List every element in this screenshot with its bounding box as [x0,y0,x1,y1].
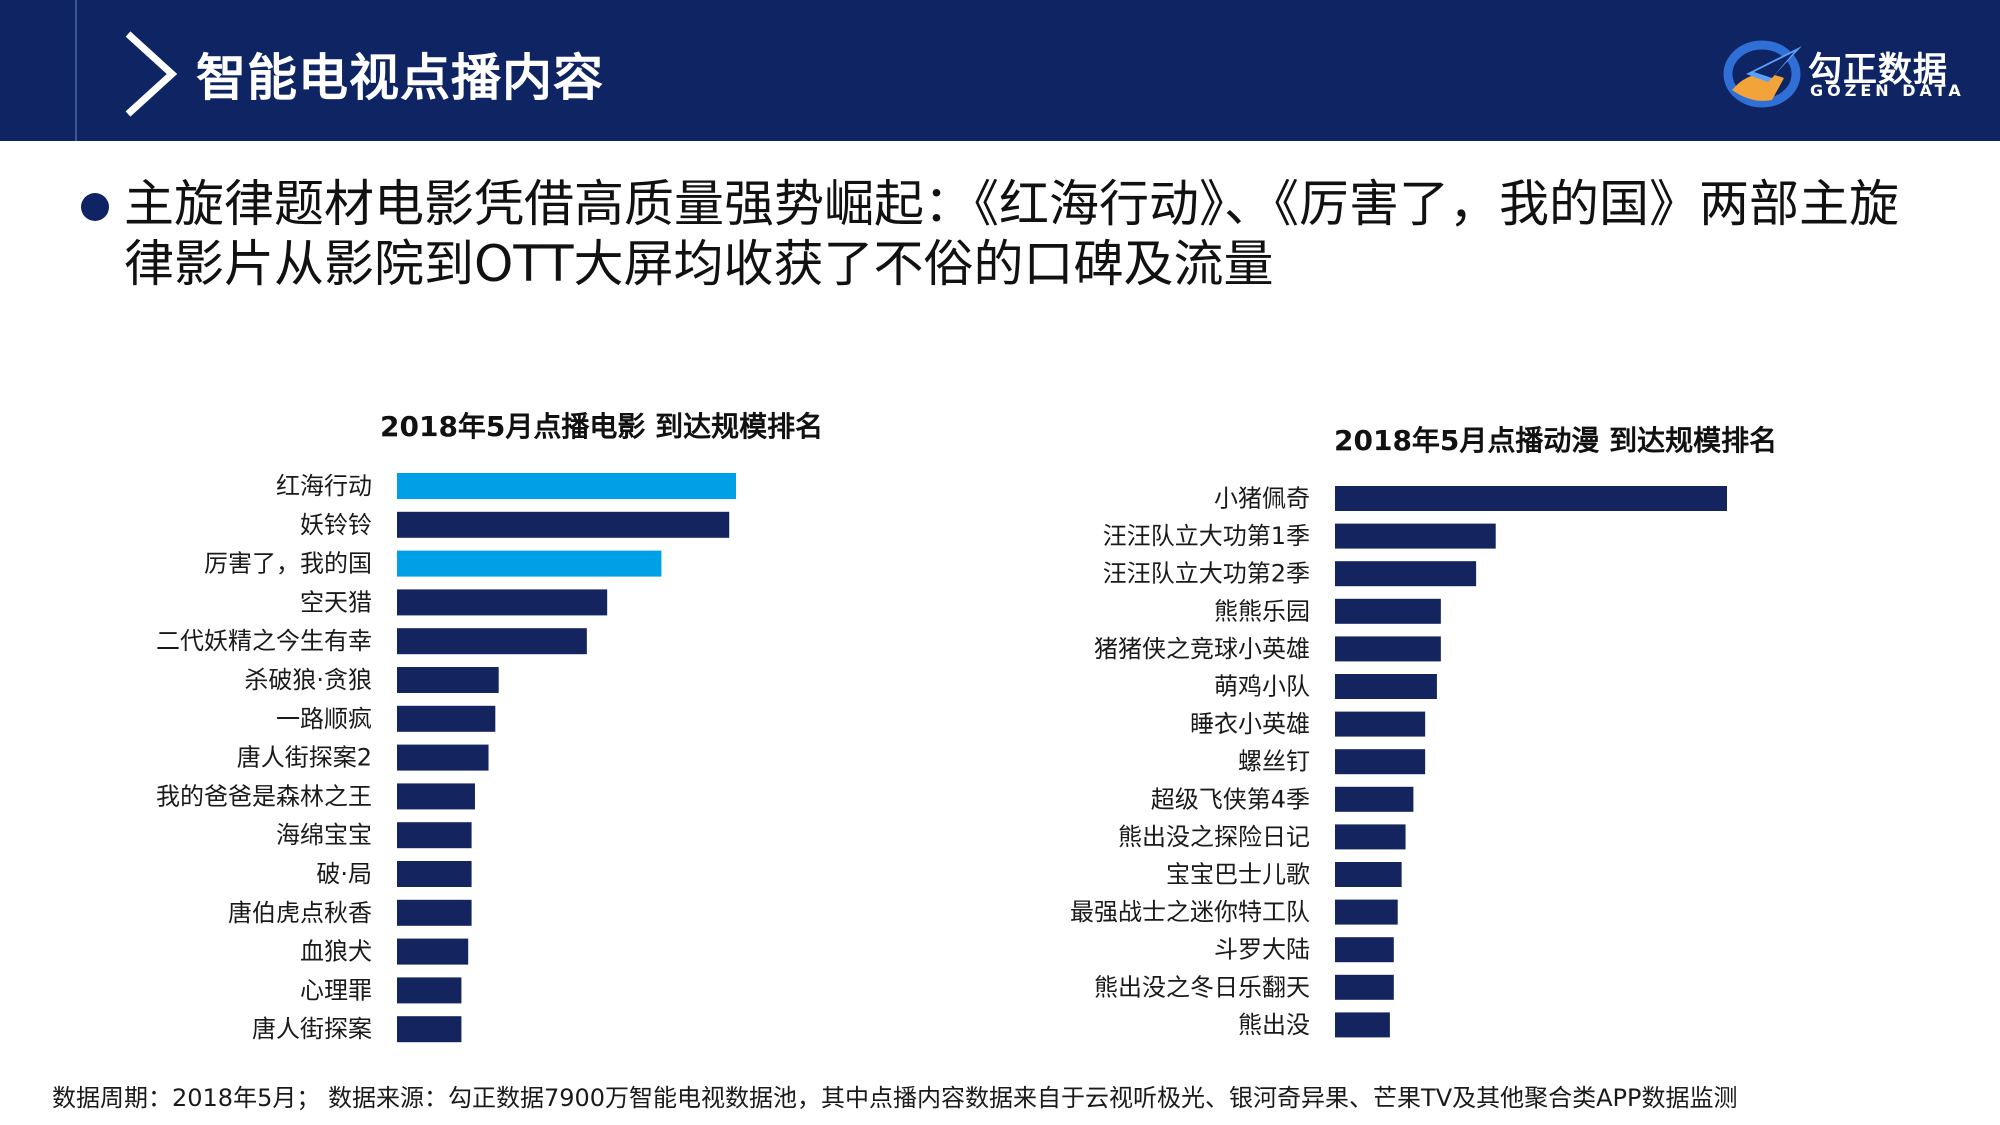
anime-bar [1335,974,1394,1000]
movie-category-label: 心理罪 [300,976,372,1004]
movie-category-label: 二代妖精之今生有幸 [156,627,372,655]
gozen-logo-icon [1723,40,1802,108]
anime-category-label: 汪汪队立大功第1季 [1103,522,1310,550]
anime-category-label: 螺丝钉 [1238,748,1310,776]
header-divider [75,0,77,141]
movie-bar [397,822,472,849]
movie-bar [397,744,489,771]
movie-bar [397,977,462,1004]
logo-text-en: GOZEN DATA [1810,81,1965,100]
movie-bar [397,628,587,655]
movie-bar [397,473,736,499]
anime-ranking-chart: 小猪佩奇汪汪队立大功第1季汪汪队立大功第2季熊熊乐园猪猪侠之竞球小英雄萌鸡小队睡… [1070,485,1727,1039]
anime-category-label: 超级飞侠第4季 [1151,785,1310,813]
anime-category-label: 萌鸡小队 [1214,673,1310,701]
movie-bar [397,783,475,810]
movie-category-label: 血狼犬 [300,938,372,966]
movie-category-label: 杀破狼·贪狼 [244,666,372,694]
movie-bar [397,550,662,577]
anime-bar [1335,862,1402,887]
anime-bar [1335,749,1426,775]
movie-bar [397,667,499,693]
movie-category-label: 红海行动 [276,472,372,500]
movie-chart-title: 2018年5月点播电影 到达规模排名 [380,410,824,443]
anime-category-label: 熊出没之冬日乐翻天 [1094,973,1310,1001]
anime-bar [1335,899,1398,925]
movie-category-label: 空天猎 [300,588,372,616]
anime-category-label: 猪猪侠之竞球小英雄 [1094,635,1310,663]
movie-bar [397,938,469,965]
movie-category-label: 唐人街探案2 [237,744,372,772]
anime-bar [1335,786,1414,812]
anime-bar [1335,1012,1390,1038]
anime-category-label: 熊出没 [1238,1011,1310,1039]
bullet-dot [81,193,109,221]
anime-category-label: 汪汪队立大功第2季 [1103,560,1310,588]
footnote: 数据周期：2018年5月； 数据来源：勾正数据7900万智能电视数据池，其中点播… [52,1084,1738,1112]
movie-bar [397,861,472,887]
page-title: 智能电视点播内容 [196,49,604,107]
anime-category-label: 熊熊乐园 [1214,597,1310,625]
headline-text: 主旋律题材电影凭借高质量强势崛起：《红海行动》、《厉害了，我的国》两部主旋律影片… [124,175,1899,293]
movie-bar [397,899,472,926]
anime-bar [1335,937,1394,963]
movie-category-label: 一路顺疯 [276,705,372,733]
movie-category-label: 海绵宝宝 [276,821,372,849]
header-bar: 智能电视点播内容 勾正数据 GOZEN DATA [0,0,2000,141]
anime-category-label: 睡衣小英雄 [1190,710,1310,738]
movie-category-label: 妖铃铃 [300,511,372,539]
movie-bar [397,589,608,616]
anime-category-label: 小猪佩奇 [1214,485,1310,513]
anime-bar [1335,674,1437,699]
movie-ranking-chart: 红海行动妖铃铃厉害了，我的国空天猎二代妖精之今生有幸杀破狼·贪狼一路顺疯唐人街探… [156,472,736,1043]
anime-bar [1335,711,1426,737]
brand-logo: 勾正数据 GOZEN DATA [1722,38,1972,108]
movie-category-label: 唐人街探案 [252,1015,372,1043]
anime-category-label: 斗罗大陆 [1214,936,1310,964]
movie-bar [397,1016,462,1043]
movie-bar [397,511,730,538]
anime-bar [1335,523,1496,549]
anime-category-label: 熊出没之探险日记 [1118,823,1310,851]
movie-category-label: 我的爸爸是森林之王 [156,782,372,810]
anime-category-label: 宝宝巴士儿歌 [1166,861,1310,889]
anime-bar [1335,824,1406,850]
movie-category-label: 唐伯虎点秋香 [228,899,372,927]
anime-bar [1335,636,1441,662]
chevron-right-icon [125,31,178,117]
anime-bar [1335,486,1727,511]
movie-bar [397,705,496,732]
anime-category-label: 最强战士之迷你特工队 [1070,898,1310,926]
movie-category-label: 破·局 [316,860,372,888]
logo-text-cn: 勾正数据 [1808,50,1948,90]
anime-bar [1335,561,1477,587]
movie-category-label: 厉害了，我的国 [204,550,372,578]
anime-chart-title: 2018年5月点播动漫 到达规模排名 [1334,424,1778,457]
anime-bar [1335,598,1441,624]
